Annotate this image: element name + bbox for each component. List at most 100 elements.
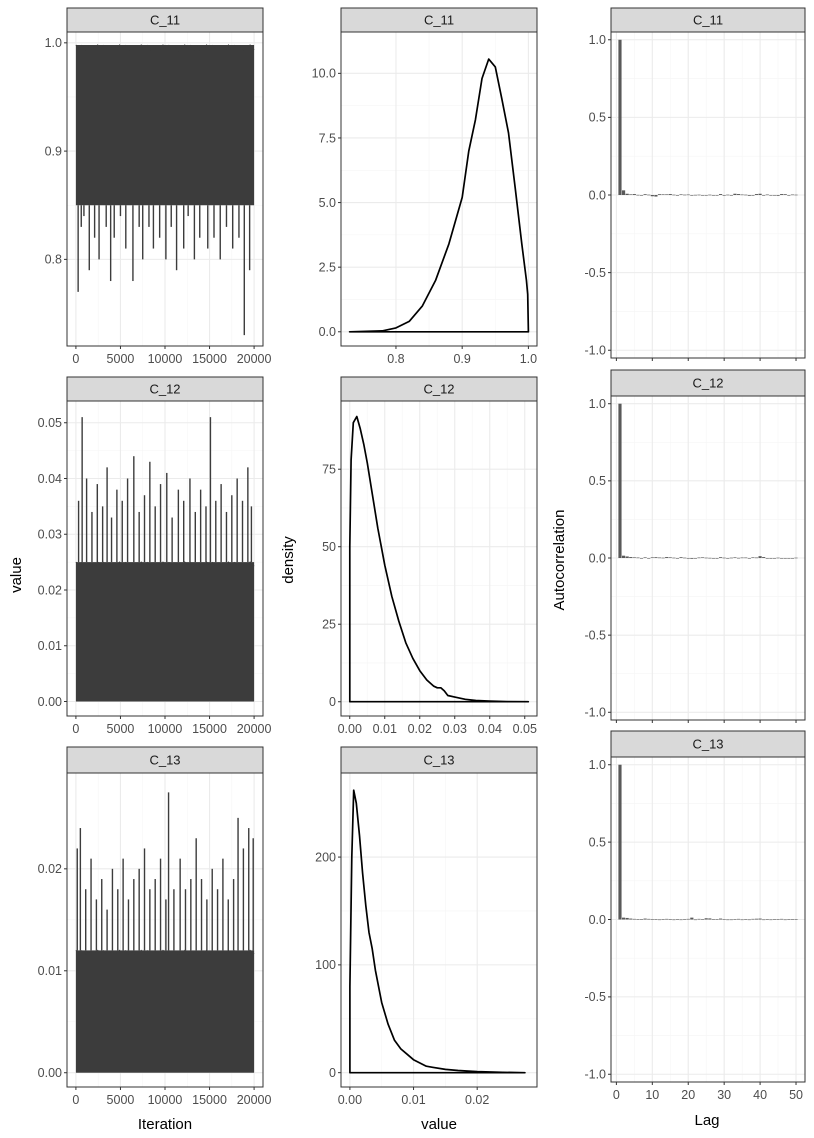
- acf-c13-acf-bar: [639, 919, 644, 920]
- density-c11-x-tick-label: 0.8: [387, 352, 404, 366]
- acf-c13-acf-bar: [794, 919, 798, 920]
- acf-c13-x-tick-label: 40: [753, 1088, 767, 1102]
- acf-c11-acf-bar: [639, 195, 644, 196]
- acf-c13-x-tick-label: 50: [789, 1088, 803, 1102]
- trace-c13-y-tick-label: 0.02: [38, 862, 62, 876]
- acf-c12-acf-bar: [765, 558, 769, 559]
- acf-c11-acf-bar: [736, 194, 741, 195]
- trace-c12-panel: C_12 0.00 0.01 0.02 0.03 0.04 0.05 0 5000 10000 15…: [38, 376, 272, 736]
- trace-c12-y-tick-label: 0.04: [38, 472, 62, 486]
- acf-c13-acf-bar: [697, 918, 701, 920]
- trace-c11-y-tick-label: 0.9: [45, 144, 62, 158]
- acf-c11-acf-bar: [643, 194, 647, 195]
- acf-c13-acf-bar: [629, 918, 633, 920]
- acf-c11-y-tick-label: 0.0: [589, 188, 606, 202]
- acf-c12-acf-bar: [654, 557, 658, 558]
- acf-c13-acf-bar: [758, 918, 762, 920]
- density-c12-strip-label: C_12: [423, 382, 454, 397]
- acf-c12-acf-bar: [744, 557, 748, 559]
- acf-c13-acf-bar: [625, 917, 629, 920]
- acf-c11-acf-bar: [618, 39, 622, 196]
- acf-c11-panel: C_11 -1.0 -0.5 0.0 0.5 1.0: [584, 7, 806, 361]
- density-c12-y-tick-label: 25: [322, 618, 336, 632]
- acf-c13-acf-bar: [661, 919, 665, 920]
- acf-c13-acf-bar: [783, 919, 787, 921]
- acf-c13-strip: [610, 730, 806, 758]
- acf-c13-acf-bar: [704, 918, 708, 920]
- acf-c13-acf-bar: [718, 918, 723, 920]
- acf-c12-acf-bar: [787, 558, 791, 559]
- acf-c13-acf-bar: [740, 919, 744, 921]
- acf-c13-acf-bar: [675, 919, 680, 920]
- trace-c12-y-tick-label: 0.05: [38, 416, 62, 430]
- acf-c11-acf-bar: [722, 195, 726, 196]
- acf-c13-acf-bar: [722, 919, 726, 920]
- acf-c12-y-tick-label: -0.5: [584, 628, 606, 642]
- acf-c13-acf-bar: [776, 919, 780, 920]
- acf-x-axis-title: Lag: [694, 1112, 719, 1129]
- acf-c11-acf-bar: [769, 195, 773, 196]
- acf-c13-acf-bar: [668, 919, 672, 920]
- density-c13-panel-background: [341, 773, 537, 1087]
- acf-c11-strip-label: C_11: [693, 13, 723, 28]
- density-c11-x-tick-label: 0.9: [453, 352, 470, 366]
- acf-c12-y-tick-label: 0.0: [589, 551, 606, 565]
- trace-c12-y-tick-label: 0.01: [38, 639, 62, 653]
- acf-c11-acf-bar: [765, 194, 769, 196]
- trace-c11-strip-label: C_11: [150, 13, 180, 28]
- acf-c11-acf-bar: [758, 193, 762, 195]
- density-c13-x-tick-label: 0.02: [465, 1093, 489, 1107]
- acf-c12-acf-bar: [754, 557, 759, 559]
- density-c13-x-tick-label: 0.01: [401, 1093, 425, 1107]
- acf-c12-acf-bar: [697, 557, 701, 559]
- acf-c12-acf-bar: [672, 557, 676, 559]
- density-c12-panel: C_12 0 25 50 75 0.00 0.01 0.02 0.03 0.04 0.05: [322, 376, 538, 736]
- acf-c13-y-tick-label: -0.5: [584, 990, 606, 1004]
- trace-c13-x-tick-label: 5000: [107, 1093, 135, 1107]
- acf-c13-acf-bar: [790, 919, 795, 920]
- trace-c11-x-tick-label: 10000: [148, 352, 183, 366]
- acf-c12-acf-bar: [794, 557, 798, 559]
- acf-c11-strip: [610, 7, 806, 33]
- acf-c12-acf-bar: [751, 557, 755, 558]
- acf-c12-y-tick-label: -1.0: [584, 706, 606, 720]
- acf-c11-acf-bar: [657, 194, 662, 195]
- acf-c11-acf-bar: [693, 194, 698, 196]
- acf-c13-acf-bar: [647, 918, 651, 920]
- density-c11-panel-background: [341, 32, 537, 346]
- trace-c11-x-tick-label: 20000: [237, 352, 272, 366]
- acf-c13-acf-bar: [686, 918, 690, 920]
- density-c13-strip-label: C_13: [423, 753, 454, 768]
- density-c12-strip: [340, 376, 538, 402]
- acf-y-axis-title: Autocorrelation: [551, 510, 568, 611]
- density-c12-panel-background: [341, 401, 537, 716]
- trace-c13-y-tick-label: 0.00: [38, 1066, 62, 1080]
- density-c12-y-tick-label: 75: [322, 463, 336, 477]
- acf-c13-acf-bar: [650, 919, 654, 920]
- density-c12-x-tick-label: 0.02: [408, 722, 432, 736]
- acf-c12-acf-bar: [740, 557, 744, 559]
- acf-c12-acf-bar: [701, 557, 705, 558]
- acf-c11-acf-bar: [650, 195, 654, 197]
- acf-c11-acf-bar: [740, 194, 744, 196]
- acf-c12-acf-bar: [657, 557, 662, 559]
- acf-c12-acf-bar: [679, 557, 683, 558]
- acf-c11-acf-bar: [772, 195, 777, 196]
- acf-c12-acf-bar: [632, 557, 636, 558]
- acf-c12-acf-bar: [772, 558, 777, 559]
- density-c12-x-tick-label: 0.05: [513, 722, 537, 736]
- acf-c13-x-tick-label: 10: [645, 1088, 659, 1102]
- trace-c12-trace-band: [75, 562, 255, 702]
- acf-c13-acf-bar: [672, 919, 676, 921]
- acf-c11-acf-bar: [726, 194, 730, 196]
- acf-c11-acf-bar: [751, 195, 755, 196]
- acf-c11-acf-bar: [632, 194, 636, 195]
- acf-c12-acf-bar: [650, 557, 654, 558]
- acf-c11-acf-bar: [686, 194, 690, 196]
- acf-c12-acf-bar: [776, 557, 780, 559]
- acf-c13-acf-bar: [736, 918, 741, 920]
- acf-c13-acf-bar: [762, 919, 766, 921]
- density-c13-y-tick-label: 200: [315, 850, 336, 864]
- acf-c11-acf-bar: [708, 194, 712, 196]
- trace-c13-panel: C_13 0.00 0.01 0.02 0 5000 10000 15000 20000: [38, 746, 272, 1107]
